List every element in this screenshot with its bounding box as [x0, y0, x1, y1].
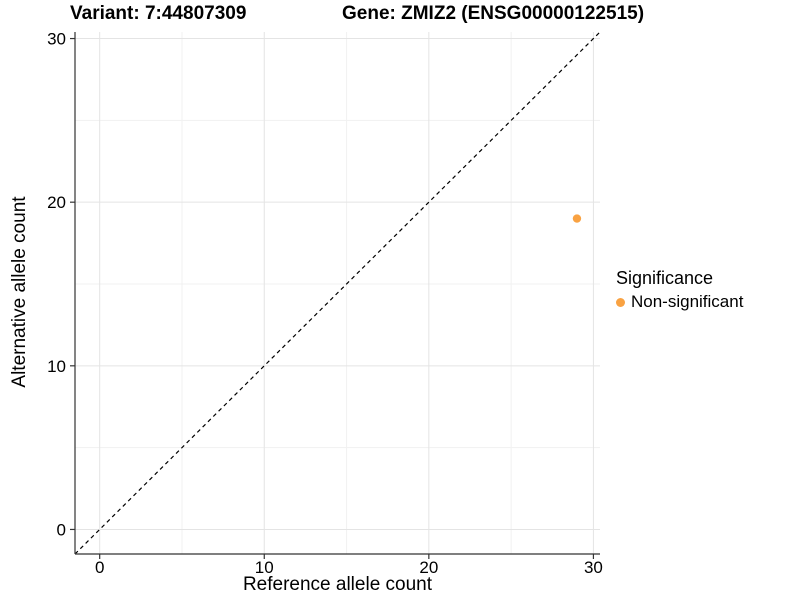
legend-item-label: Non-significant — [631, 292, 744, 311]
x-tick-label: 20 — [419, 558, 438, 577]
y-tick-label: 20 — [47, 193, 66, 212]
y-tick-label: 30 — [47, 30, 66, 49]
x-tick-label: 0 — [95, 558, 104, 577]
gene-title: Gene: ZMIZ2 (ENSG00000122515) — [342, 3, 645, 24]
legend-item: Non-significant — [616, 292, 743, 312]
identity-dashed-line — [74, 31, 601, 555]
x-axis-title: Reference allele count — [242, 574, 433, 595]
legend: Significance Non-significant — [616, 268, 743, 312]
data-point — [572, 214, 582, 223]
y-axis-title: Alternative allele count — [9, 196, 30, 388]
x-tick-label: 30 — [584, 558, 603, 577]
legend-key-dot-icon — [616, 297, 625, 307]
x-tick-label: 10 — [255, 558, 274, 577]
y-tick-label: 0 — [57, 520, 66, 539]
legend-title: Significance — [616, 268, 714, 288]
variant-title: Variant: 7:44807309 — [70, 3, 247, 24]
y-tick-label: 10 — [47, 357, 66, 376]
